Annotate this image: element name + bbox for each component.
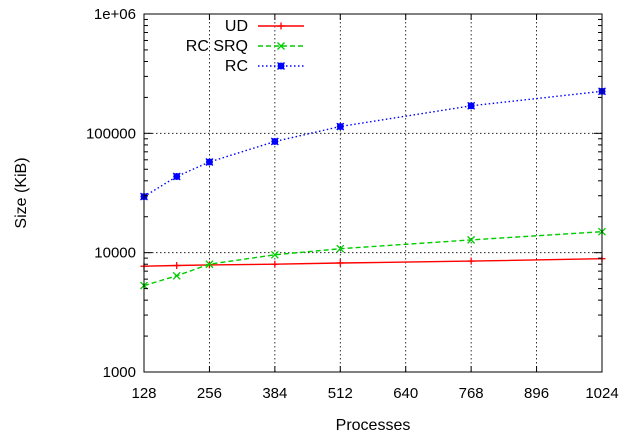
legend-label: UD: [225, 18, 248, 35]
data-point-rc-srq: [205, 260, 214, 269]
series-rc-srq: [140, 227, 606, 290]
data-point-rc: [467, 101, 476, 110]
data-point-ud: [271, 260, 279, 268]
grid-lines: [144, 14, 602, 372]
x-tick-label: 1024: [585, 385, 618, 402]
data-point-rc: [205, 158, 214, 166]
y-tick-label: 100000: [86, 125, 136, 142]
data-point-rc-srq: [467, 235, 476, 244]
legend-marker: [277, 42, 285, 50]
data-point-ud: [173, 262, 181, 270]
plot-frame: [143, 13, 603, 373]
series-rc: [140, 87, 606, 201]
x-tick-label: 256: [197, 385, 222, 402]
data-point-rc: [336, 122, 345, 131]
data-point-rc: [270, 137, 279, 146]
y-tick-label: 1000: [103, 364, 136, 381]
data-point-rc: [172, 172, 181, 181]
series-layer: [140, 87, 606, 290]
x-tick-label: 512: [328, 385, 353, 402]
series-line-rc: [143, 90, 603, 198]
y-tick-label: 10000: [94, 245, 136, 262]
legend-entry-rc-srq: RC SRQ: [186, 38, 304, 55]
y-axis-title: Size (KiB): [13, 157, 30, 228]
x-tick-label: 640: [393, 385, 418, 402]
axis-ticks: [143, 13, 603, 373]
legend: UD RC SRQ RC: [186, 18, 304, 75]
x-tick-label: 896: [524, 385, 549, 402]
legend-entry-rc: RC: [225, 58, 304, 75]
data-point-rc-srq: [172, 271, 181, 280]
series-line-rc-srq: [143, 231, 603, 287]
x-tick-label: 128: [131, 385, 156, 402]
x-axis-title: Processes: [336, 417, 411, 434]
data-point-rc-srq: [336, 244, 345, 253]
legend-label: RC SRQ: [186, 38, 248, 55]
legend-label: RC: [225, 58, 248, 75]
data-point-ud: [467, 257, 475, 265]
series-ud: [140, 255, 606, 270]
x-tick-labels: 128 256 384 512 640 768 896 1024: [131, 385, 618, 402]
x-tick-label: 768: [459, 385, 484, 402]
x-tick-label: 384: [262, 385, 287, 402]
legend-marker: [277, 22, 285, 30]
legend-entry-ud: UD: [225, 18, 304, 35]
legend-marker: [277, 62, 285, 70]
y-tick-labels: 1000 10000 100000 1e+06: [86, 6, 136, 381]
y-tick-label: 1e+06: [94, 6, 136, 23]
data-point-ud: [336, 259, 344, 267]
data-point-rc-srq: [270, 250, 279, 259]
